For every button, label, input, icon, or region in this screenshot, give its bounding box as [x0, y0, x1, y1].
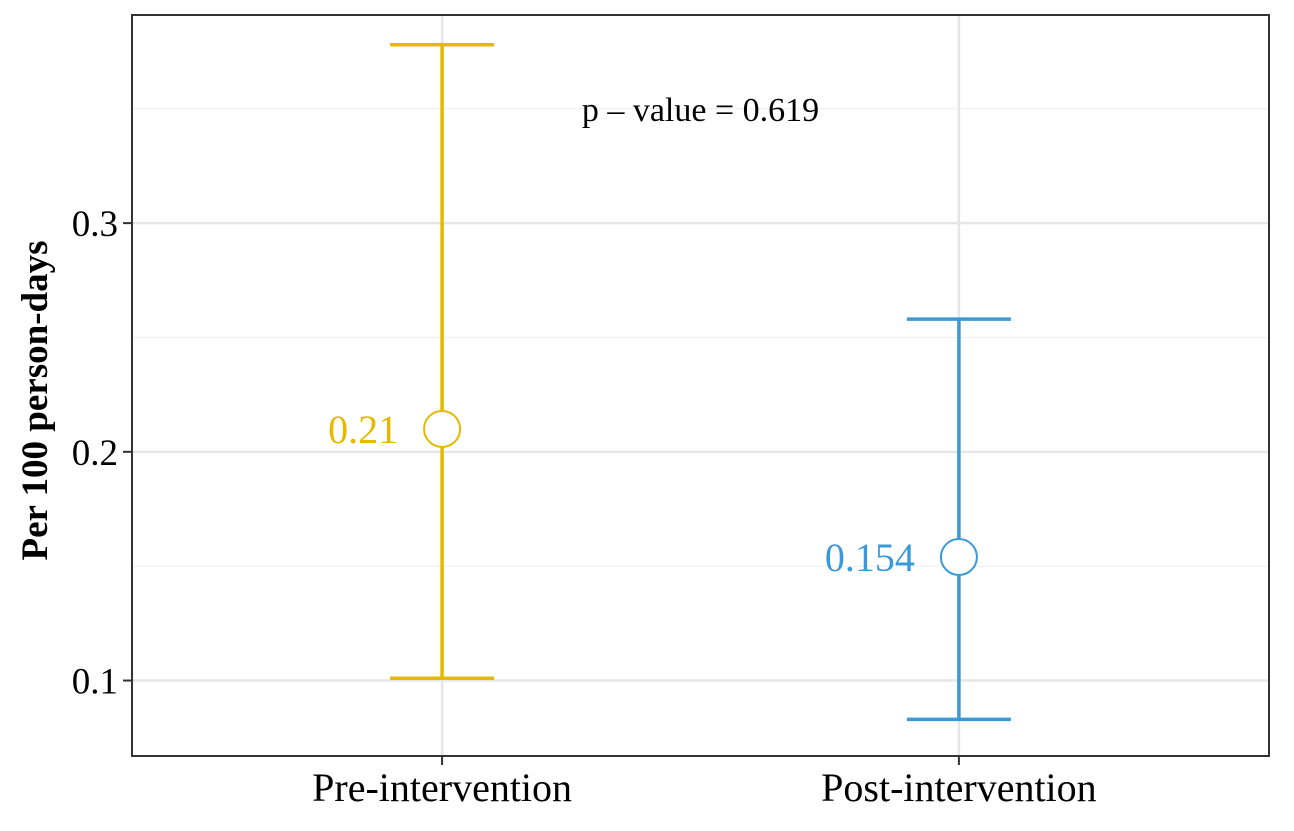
x-tick-label: Post-intervention — [821, 765, 1097, 810]
x-tick-label: Pre-intervention — [312, 765, 572, 810]
y-axis-title: Per 100 person-days — [15, 241, 56, 561]
point-estimate-marker — [423, 409, 462, 448]
y-tick-label: 0.2 — [72, 433, 118, 474]
point-estimate-marker — [939, 538, 978, 577]
data-label: 0.154 — [825, 535, 915, 580]
y-tick-label: 0.3 — [72, 204, 118, 245]
marks-layer: 0.21 0.154 p – value = 0.619 — [328, 42, 1011, 722]
data-label: 0.21 — [328, 407, 398, 452]
p-value-annotation: p – value = 0.619 — [582, 92, 819, 129]
plot-panel-border — [131, 14, 1270, 757]
axis-layer: 0.1 0.2 0.3 Pre-intervention Post-interventi… — [72, 204, 1097, 810]
y-tick-label: 0.1 — [72, 662, 118, 703]
